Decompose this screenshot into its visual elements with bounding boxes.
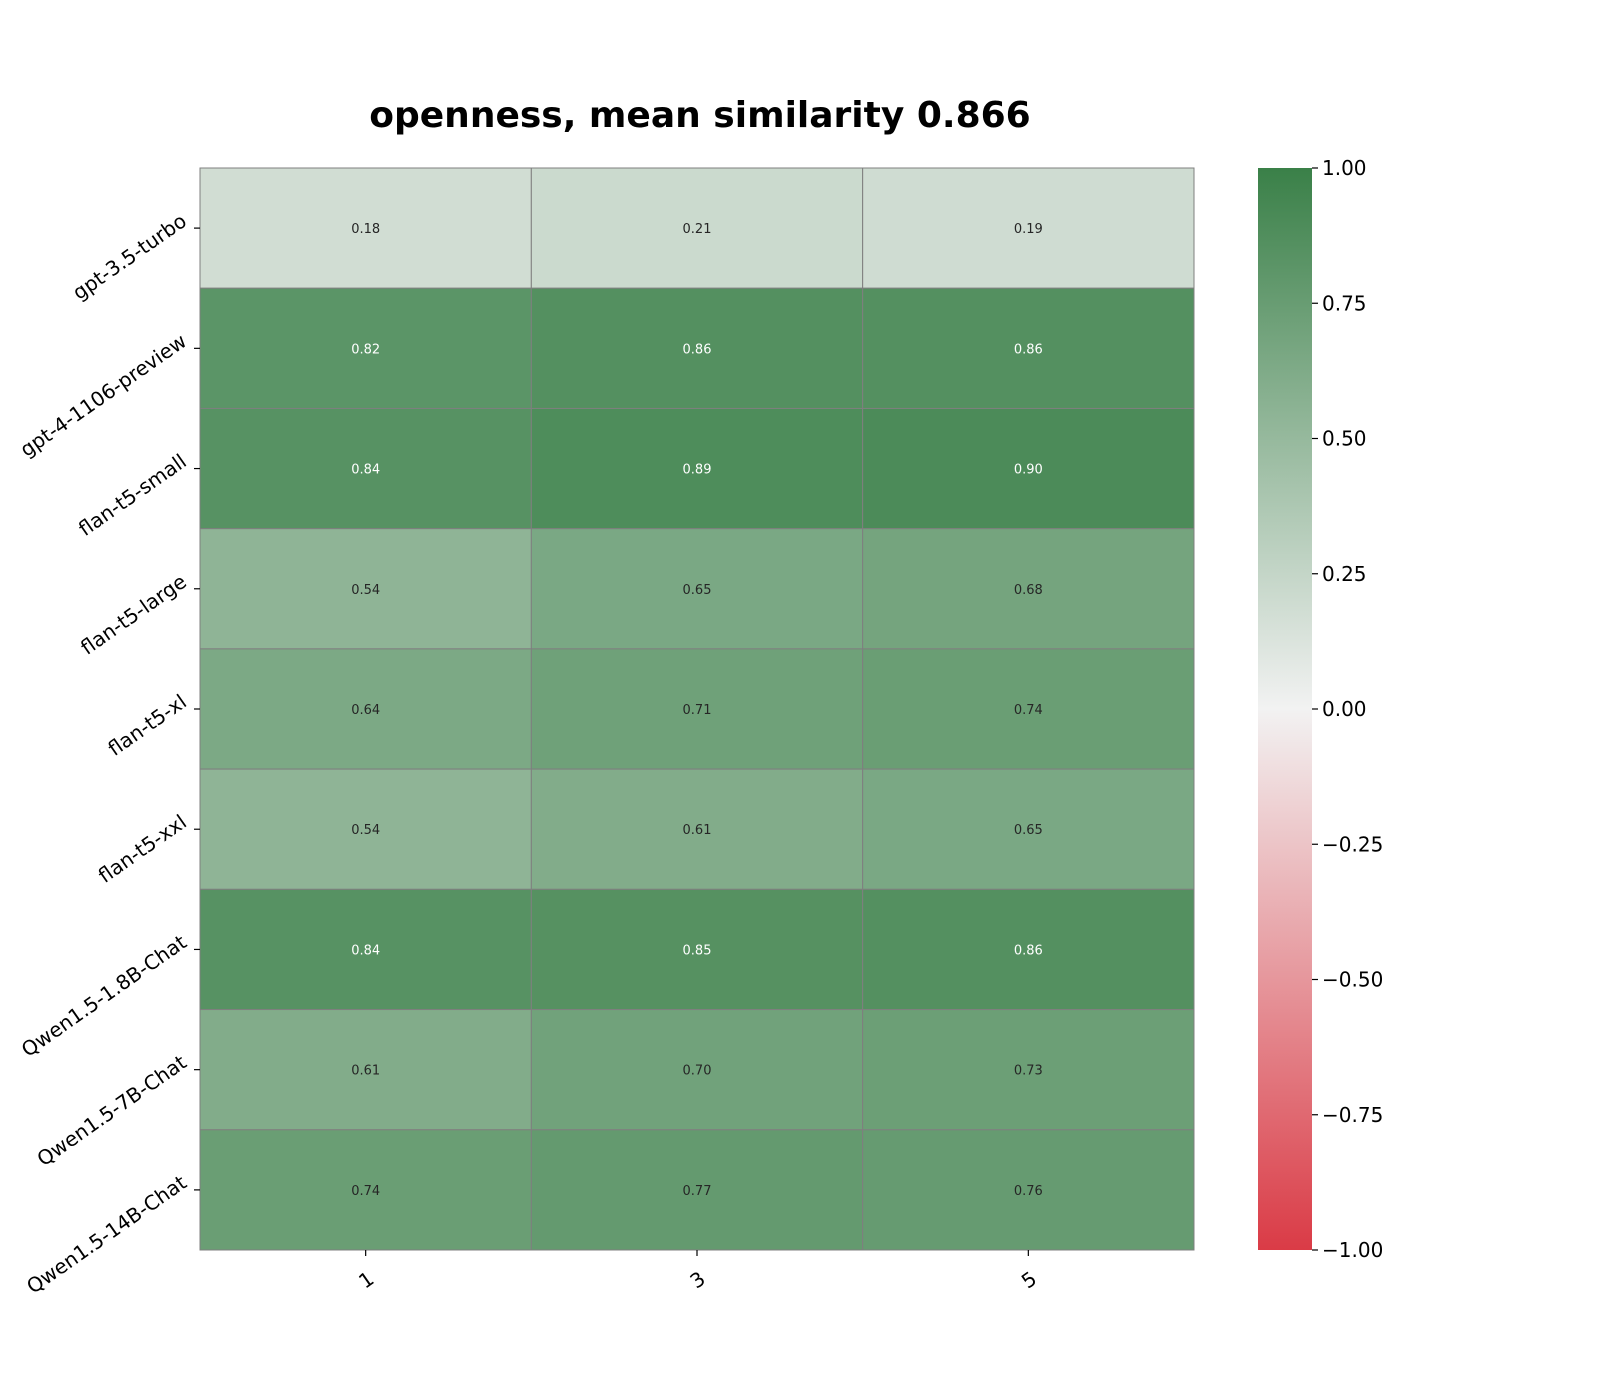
cell-value-label: 0.61 (351, 1064, 380, 1079)
cell-value-label: 0.86 (683, 342, 712, 357)
heatmap-cell (862, 167, 1195, 289)
cell-value-label: 0.76 (1014, 1184, 1043, 1199)
heatmap-cell (530, 407, 864, 530)
heatmap-cell (862, 888, 1195, 1011)
cell-value-label: 0.77 (683, 1184, 712, 1199)
heatmap-cell (199, 407, 532, 530)
colorbar-tick-label: 1.00 (1322, 156, 1367, 180)
heatmap-cell (530, 167, 864, 289)
cell-value-label: 0.65 (683, 583, 712, 598)
y-tick-label: flan-t5-large (76, 569, 191, 659)
colorbar-tick-label: 0.50 (1322, 427, 1367, 451)
x-tick-label: 1 (354, 1266, 378, 1293)
cell-value-label: 0.70 (683, 1064, 712, 1079)
heatmap-cell (530, 1009, 864, 1131)
x-tick-label: 3 (685, 1266, 709, 1293)
colorbar-tick-label: 0.25 (1322, 562, 1367, 586)
heatmap-cell (862, 287, 1195, 409)
cell-value-label: 0.84 (351, 943, 380, 958)
y-tick-label: gpt-3.5-turbo (68, 209, 191, 305)
heatmap-cell (862, 768, 1195, 890)
cell-value-label: 0.61 (683, 823, 712, 838)
heatmap-cell (530, 1129, 864, 1251)
heatmap-cell (862, 528, 1195, 650)
cell-value-label: 0.18 (351, 222, 380, 237)
colorbar-tick-label: 0.75 (1322, 291, 1367, 315)
cell-value-label: 0.85 (683, 943, 712, 958)
cell-value-label: 0.86 (1014, 342, 1043, 357)
cell-value-label: 0.89 (683, 463, 712, 478)
x-tick-label: 5 (1017, 1266, 1041, 1293)
heatmap-cell (199, 888, 532, 1011)
cell-value-label: 0.71 (683, 703, 712, 718)
x-axis: 1 3 5 (354, 1250, 1041, 1293)
cell-value-label: 0.82 (351, 342, 380, 357)
heatmap-cells: 0.18 0.21 0.19 0.82 0.86 0.86 0.84 0.89 0.90 0.54… (199, 167, 1195, 1251)
cell-value-label: 0.19 (1014, 222, 1043, 237)
heatmap-cell (530, 287, 864, 409)
y-tick-label: flan-t5-small (74, 449, 191, 541)
cell-value-label: 0.21 (683, 222, 712, 237)
colorbar-tick-label: 0.00 (1322, 697, 1367, 721)
cell-value-label: 0.74 (351, 1184, 380, 1199)
heatmap-cell (199, 528, 532, 650)
cell-value-label: 0.64 (351, 703, 380, 718)
colorbar-tick-label: −0.50 (1322, 968, 1383, 992)
heatmap-cell (862, 648, 1195, 770)
y-tick-label: Qwen1.5-14B-Chat (22, 1170, 191, 1298)
heatmap-cell (199, 1009, 532, 1131)
y-tick-label: Qwen1.5-7B-Chat (33, 1050, 191, 1171)
cell-value-label: 0.90 (1014, 463, 1043, 478)
cell-value-label: 0.84 (351, 463, 380, 478)
heatmap-cell (530, 648, 864, 770)
y-tick-label: gpt-4-1106-preview (15, 329, 190, 462)
y-tick-label: Qwen1.5-1.8B-Chat (17, 930, 191, 1062)
heatmap-cell (862, 1129, 1195, 1251)
cell-value-label: 0.86 (1014, 943, 1043, 958)
cell-value-label: 0.54 (351, 823, 380, 838)
cell-value-label: 0.73 (1014, 1064, 1043, 1079)
colorbar: 1.00 0.75 0.50 0.25 0.00 −0.25 −0.50 −0.75 −1.00 (1258, 156, 1383, 1262)
y-tick-label: flan-t5-xxl (94, 810, 191, 888)
chart-title: openness, mean similarity 0.866 (369, 95, 1030, 136)
heatmap-cell (199, 648, 532, 770)
colorbar-tick-label: −0.25 (1322, 832, 1383, 856)
cell-value-label: 0.74 (1014, 703, 1043, 718)
heatmap-cell (530, 888, 864, 1011)
colorbar-tick-label: −0.75 (1322, 1103, 1383, 1127)
cell-value-label: 0.65 (1014, 823, 1043, 838)
y-tick-label: flan-t5-xl (103, 689, 190, 760)
heatmap-cell (530, 768, 864, 890)
heatmap-cell (199, 167, 532, 289)
heatmap-cell (199, 287, 532, 409)
cell-value-label: 0.54 (351, 583, 380, 598)
colorbar-gradient (1258, 168, 1312, 1250)
colorbar-tick-label: −1.00 (1322, 1238, 1383, 1262)
heatmap-cell (862, 1009, 1195, 1131)
cell-value-label: 0.68 (1014, 583, 1043, 598)
y-axis: gpt-3.5-turbo gpt-4-1106-previewflan-t5-s… (15, 209, 200, 1299)
heatmap-cell (199, 1129, 532, 1251)
